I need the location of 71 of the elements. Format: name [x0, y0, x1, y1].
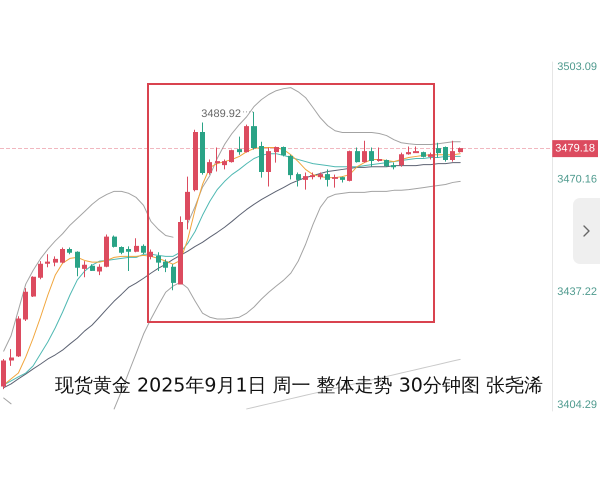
- candlestick: [259, 141, 264, 178]
- candlestick: [97, 264, 102, 276]
- candlestick: [325, 168, 330, 188]
- candlestick: [237, 136, 242, 156]
- candlestick: [90, 264, 95, 272]
- y-tick-label: 3503.09: [557, 60, 598, 73]
- candlestick: [303, 172, 308, 190]
- candlestick: [126, 246, 131, 272]
- candlestick: [413, 146, 419, 154]
- candlestick: [193, 129, 198, 192]
- candlestick: [244, 124, 249, 154]
- candlestick: [281, 146, 286, 157]
- candlestick: [82, 260, 87, 278]
- candlestick: [1, 358, 6, 390]
- candlestick: [222, 159, 227, 170]
- candlestick: [148, 249, 153, 260]
- candlestick: [23, 288, 28, 322]
- ref-line-label: 3479.18: [555, 142, 596, 155]
- candlestick: [274, 146, 279, 164]
- annotation: 3489.92: [201, 108, 242, 120]
- candlestick: [16, 316, 21, 358]
- candlestick: [318, 172, 323, 180]
- candlestick: [458, 147, 463, 154]
- candlestick: [377, 147, 382, 162]
- candlestick: [119, 246, 124, 255]
- candlestick: [362, 140, 367, 164]
- candlestick: [421, 151, 426, 158]
- candlestick: [178, 216, 183, 285]
- candlestick: [369, 147, 374, 168]
- candlestick: [251, 111, 257, 150]
- y-tick-label: 3404.29: [557, 398, 598, 411]
- candlestick: [450, 140, 455, 162]
- candlestick: [67, 246, 72, 255]
- candlestick: [215, 147, 220, 172]
- candlestick: [53, 256, 58, 267]
- y-tick-label: 3437.22: [557, 286, 598, 298]
- candlestick: [31, 276, 36, 298]
- candlestick: [60, 246, 65, 264]
- y-tick-label: 3470.16: [557, 173, 598, 186]
- candlestick: [185, 176, 190, 230]
- candlestick: [112, 234, 117, 248]
- candlestick: [310, 172, 315, 180]
- candlestick: [134, 238, 139, 253]
- candlestick: [9, 348, 14, 366]
- candlestick: [45, 254, 50, 268]
- candlestick: [75, 250, 80, 277]
- line-series: [246, 358, 461, 410]
- candlestick: [207, 159, 212, 176]
- candlestick: [347, 150, 352, 182]
- candlestick: [104, 234, 109, 268]
- candlestick: [141, 244, 146, 255]
- candlestick: [384, 159, 389, 168]
- candlestick: [332, 174, 338, 188]
- candlestick: [428, 152, 433, 160]
- candlestick: [436, 142, 441, 158]
- candlestick: [355, 147, 360, 164]
- candlestick: [340, 176, 345, 183]
- candlestick: [399, 152, 404, 168]
- candlestick: [391, 162, 396, 170]
- candlestick: [266, 147, 271, 188]
- candlestick: [156, 252, 161, 272]
- candlestick: [296, 172, 301, 188]
- candlestick: [163, 258, 168, 273]
- candlestick: [406, 146, 411, 156]
- text: 现货黄金 2025年9月1日 周一 整体走势 30分钟图 张尧浠: [55, 374, 543, 396]
- candlestick: [229, 149, 234, 164]
- candlestick: [200, 122, 205, 176]
- candlestick: [38, 260, 43, 280]
- candlestick: [171, 264, 176, 291]
- candlestick: [443, 146, 448, 162]
- candlestick: [288, 154, 293, 180]
